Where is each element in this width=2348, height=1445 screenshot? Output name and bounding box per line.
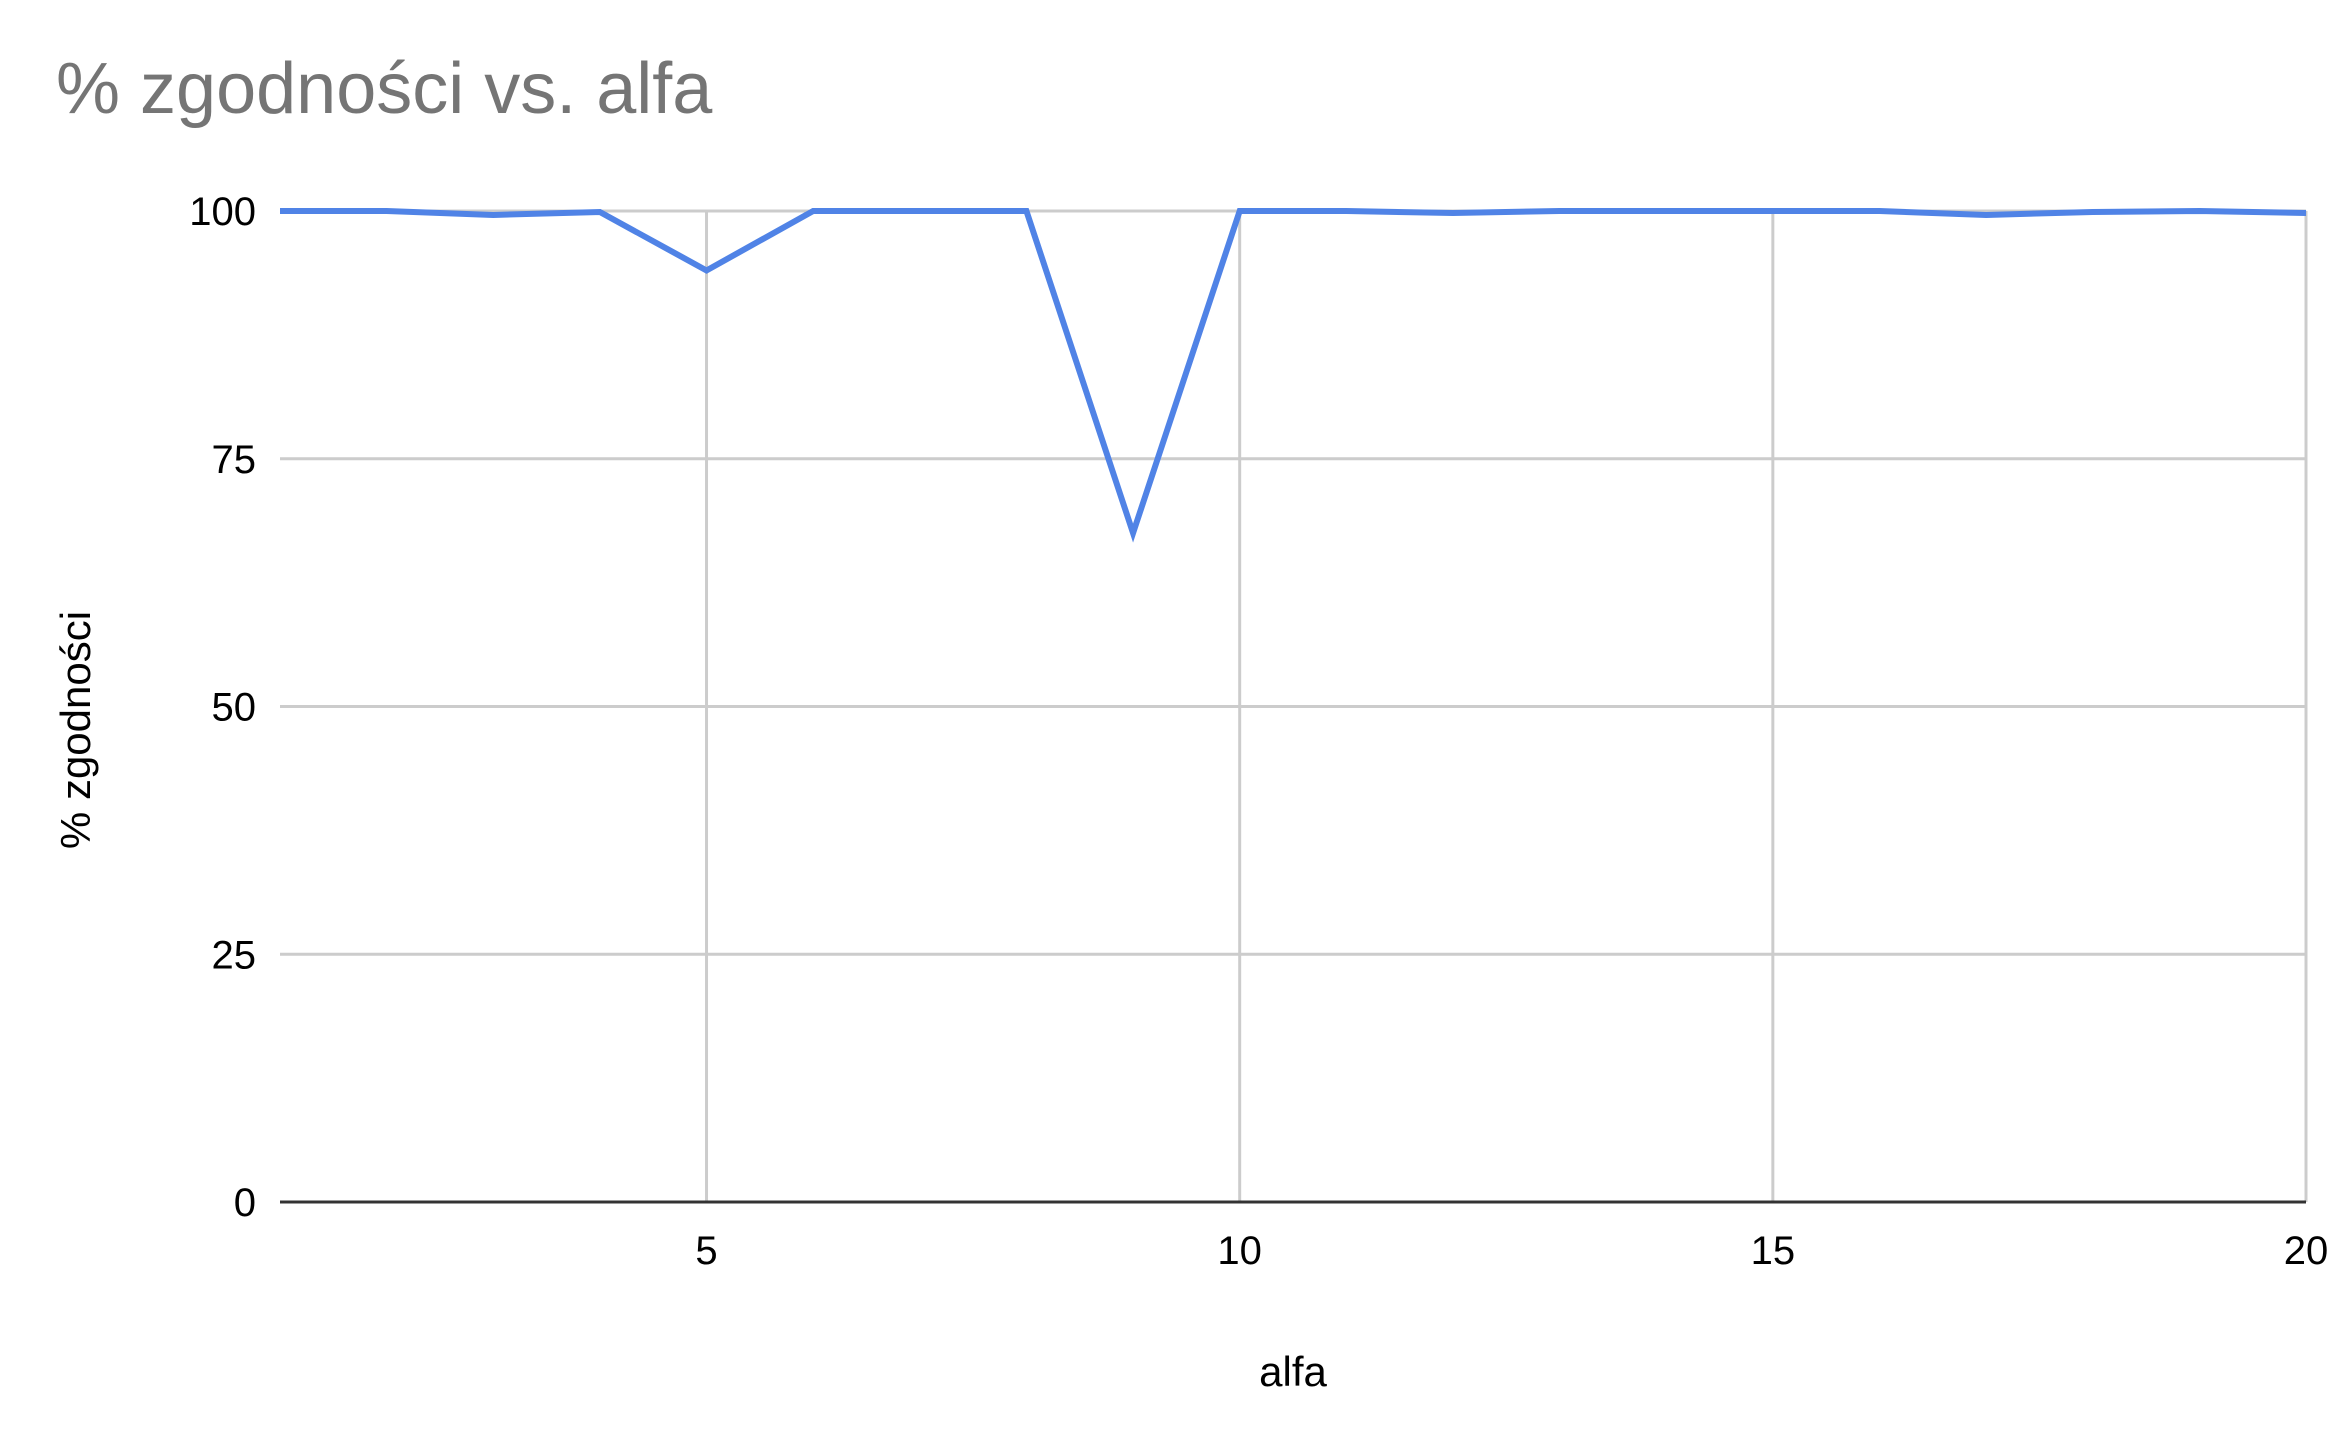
- x-tick-label: 10: [1217, 1229, 1262, 1273]
- x-tick-label: 5: [695, 1229, 717, 1273]
- x-axis-title: alfa: [1259, 1348, 1327, 1395]
- x-tick-label: 15: [1751, 1229, 1796, 1273]
- y-tick-label: 50: [212, 686, 257, 730]
- y-tick-label: 75: [212, 438, 257, 482]
- chart-title: % zgodności vs. alfa: [56, 49, 713, 129]
- y-tick-label: 100: [189, 190, 256, 234]
- y-tick-label: 0: [234, 1181, 256, 1225]
- y-axis-title: % zgodności: [52, 611, 99, 849]
- axis-layer: 0 25 50 75 100 5 10 15 20: [189, 190, 2328, 1273]
- y-tick-label: 25: [212, 933, 257, 977]
- grid-layer: [280, 209, 2308, 1202]
- x-tick-label: 20: [2284, 1229, 2329, 1273]
- series-line-0: [280, 207, 2307, 543]
- series-layer: [280, 207, 2307, 543]
